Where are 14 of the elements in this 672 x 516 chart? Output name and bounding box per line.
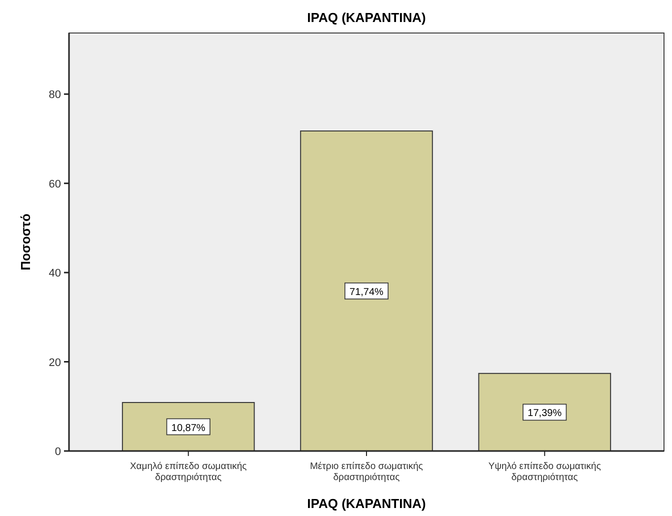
x-tick-label: Χαμηλό επίπεδο σωματικής δραστηριότητας: [130, 461, 248, 483]
y-tick-label: 80: [48, 89, 61, 102]
x-tick-label: Υψηλό επίπεδο σωματικής δραστηριότητας: [488, 461, 602, 483]
data-label: 71,74%: [350, 286, 384, 298]
y-tick-label: 0: [54, 446, 61, 458]
x-tick-label: Μέτριο επίπεδο σωματικής δραστηριότητας: [310, 461, 424, 483]
y-axis-title: Ποσοστό: [18, 214, 33, 270]
y-tick-label: 60: [48, 178, 61, 190]
y-tick-label: 20: [48, 356, 61, 369]
data-label: 10,87%: [171, 422, 206, 434]
chart-title: IPAQ (ΚΑΡΑΝΤΙΝΑ): [307, 10, 426, 25]
y-tick-label: 40: [48, 268, 61, 280]
data-label: 17,39%: [528, 408, 562, 420]
x-axis-title: IPAQ (ΚΑΡΑΝΤΙΝΑ): [307, 496, 426, 511]
